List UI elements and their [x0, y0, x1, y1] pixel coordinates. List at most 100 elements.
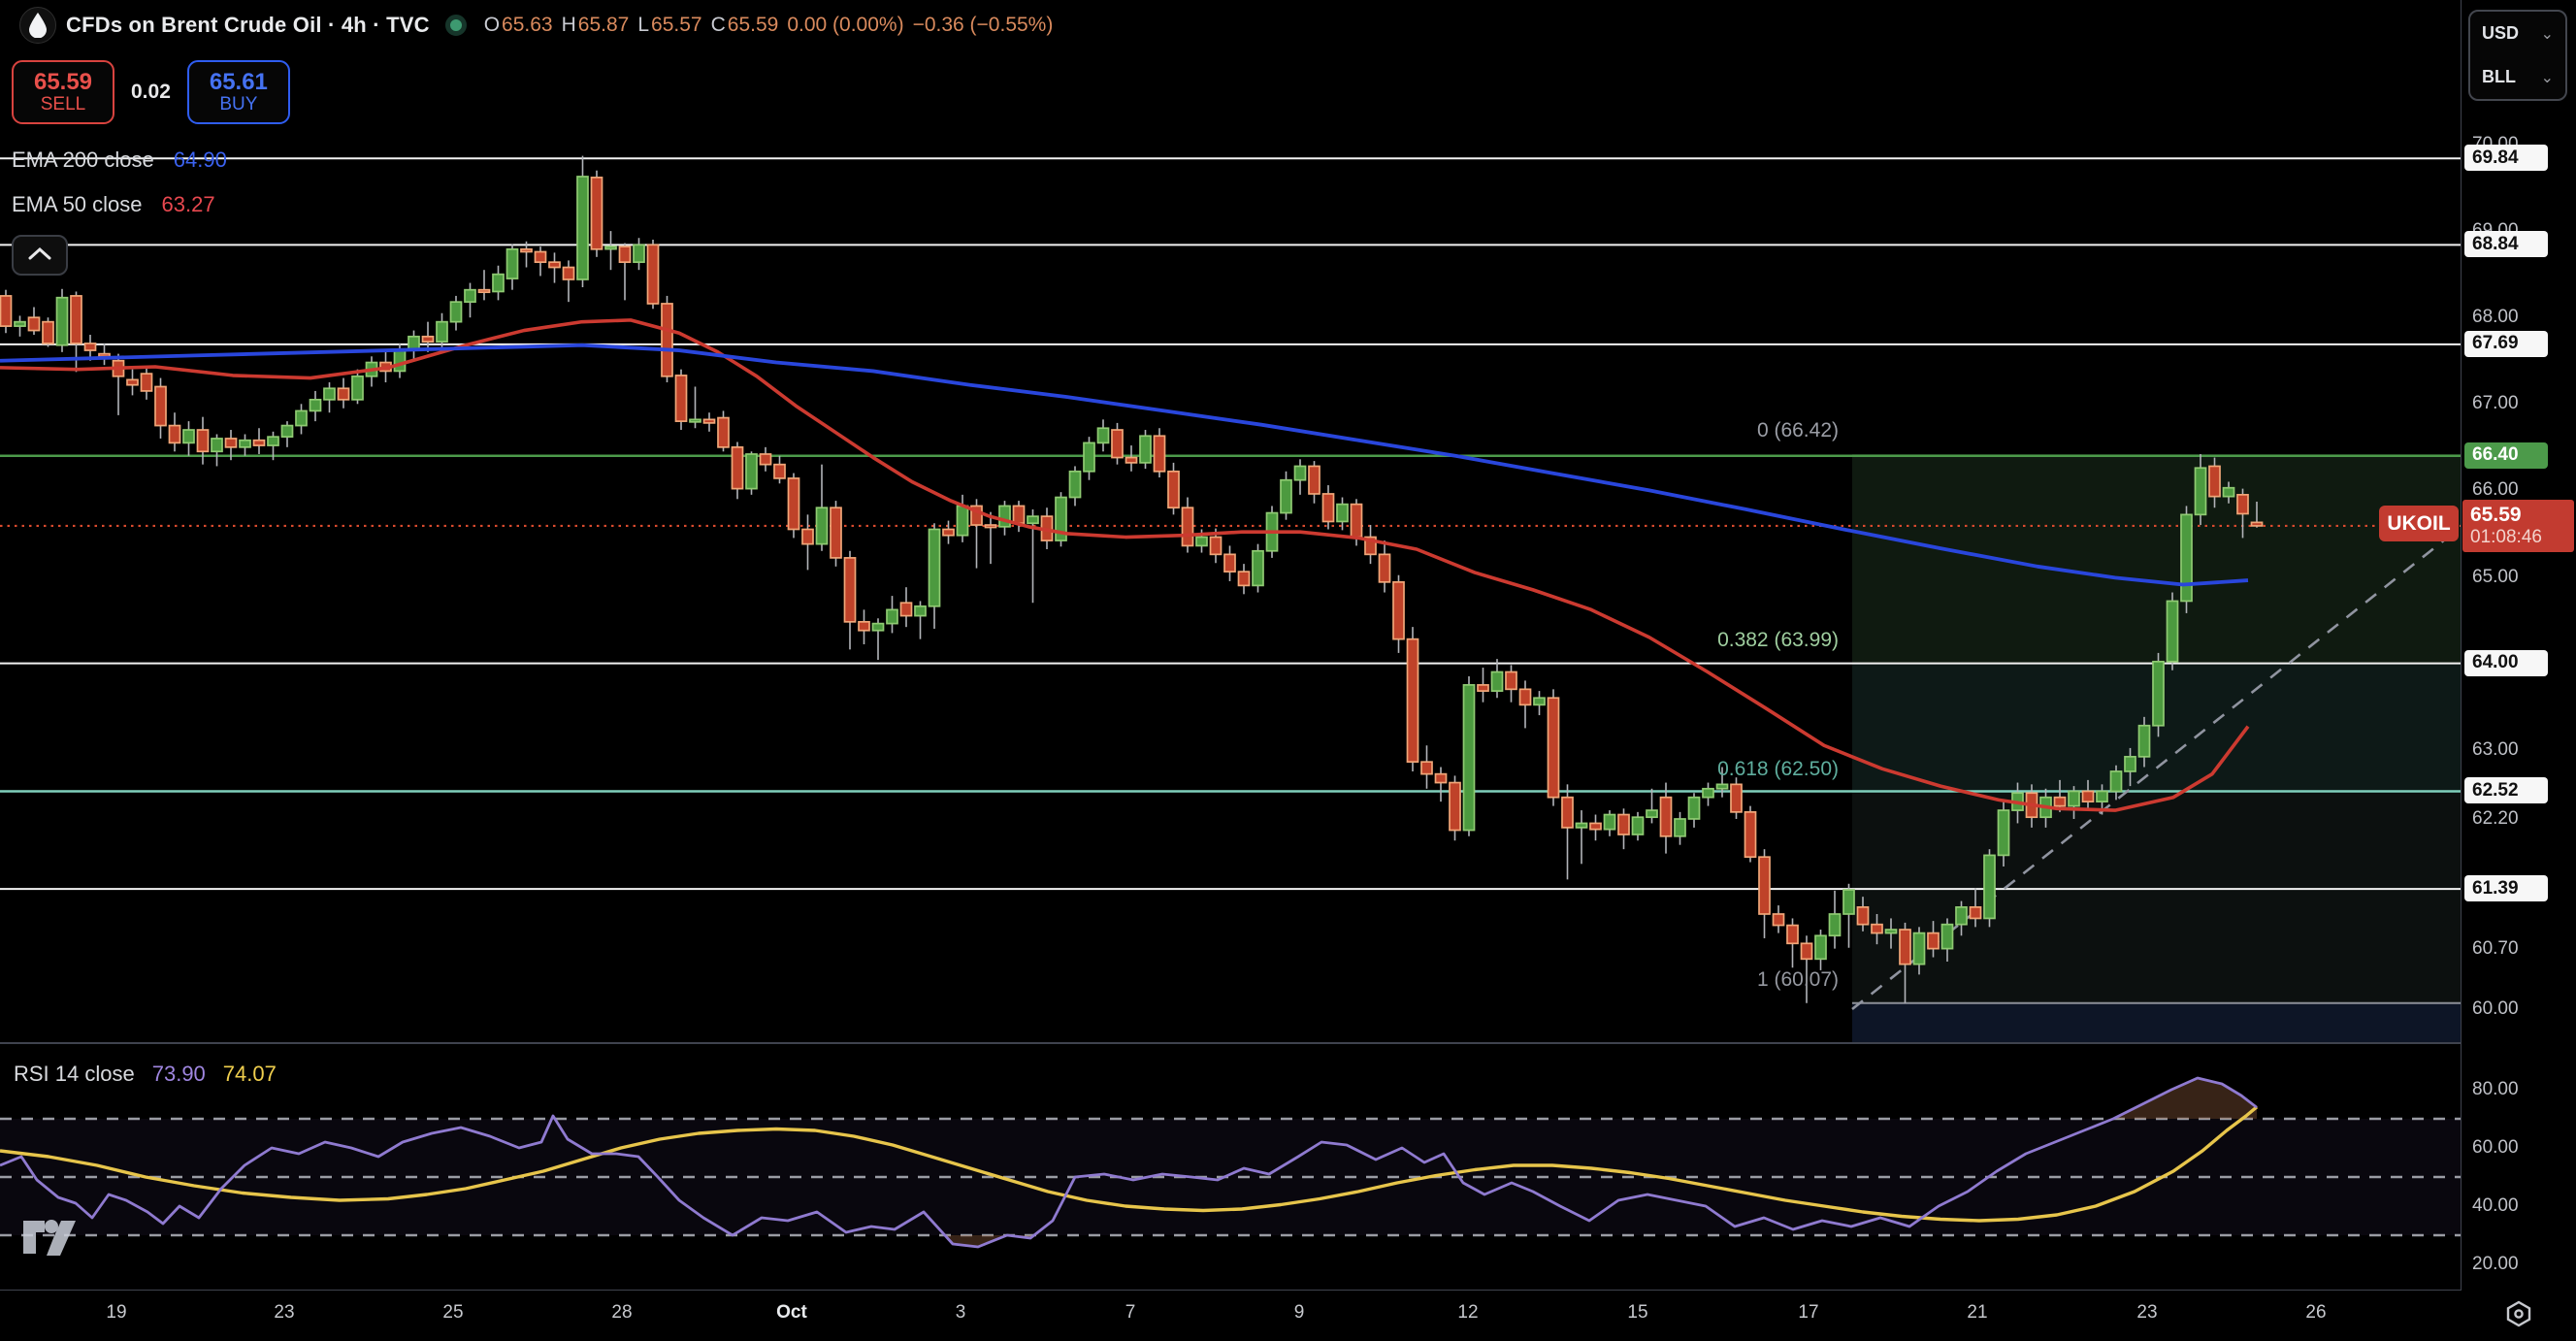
- level-badge-61.39: 61.39: [2464, 875, 2548, 902]
- rsi-value: 73.90: [151, 1062, 206, 1086]
- symbol-title[interactable]: CFDs on Brent Crude Oil · 4h · TVC: [66, 13, 430, 37]
- candle-body-down: [899, 602, 913, 617]
- price-axis[interactable]: USD ⌄ BLL ⌄ 70.0069.0068.0067.0066.0065.…: [2462, 0, 2576, 1341]
- candle-body-down: [942, 528, 955, 537]
- collapse-legend-button[interactable]: [12, 235, 68, 276]
- candle-body-down: [674, 375, 688, 422]
- candle-body-down: [1111, 429, 1124, 459]
- candle-body-down: [1871, 923, 1883, 934]
- candle-body-up: [55, 296, 69, 346]
- market-status-icon: [444, 15, 467, 36]
- candle-body-up: [1674, 818, 1686, 837]
- candle-body-up: [928, 528, 941, 607]
- price-tick-68.00: 68.00: [2472, 307, 2519, 328]
- candle-body-up: [211, 438, 223, 453]
- chevron-down-icon: ⌄: [2540, 25, 2554, 43]
- candle-body-up: [1533, 697, 1546, 706]
- candle-body-up: [492, 273, 505, 293]
- price-tick-67.00: 67.00: [2472, 393, 2519, 414]
- candle-body-down: [1561, 796, 1574, 829]
- candle-body-up: [280, 424, 294, 439]
- sell-button[interactable]: 65.59 SELL: [12, 60, 114, 124]
- candle-body-up: [1068, 470, 1082, 499]
- candle-body-up: [633, 244, 645, 264]
- candle-body-up: [1955, 906, 1968, 926]
- currency-selector[interactable]: USD ⌄: [2470, 12, 2565, 55]
- legend-row-ema200[interactable]: EMA 200 close 64.90: [12, 147, 227, 173]
- buy-button[interactable]: 65.61 BUY: [186, 60, 290, 124]
- candle-body-up: [2137, 724, 2151, 758]
- candle-body-up: [1687, 796, 1701, 820]
- time-tick-19: 19: [106, 1302, 127, 1323]
- candle-body-down: [337, 387, 350, 401]
- time-tick-25: 25: [442, 1302, 464, 1323]
- fib-zone: [1852, 1002, 2462, 1043]
- candle-body-down: [830, 507, 842, 559]
- candle-body-up: [1940, 923, 1954, 950]
- candle-body-up: [1814, 934, 1827, 961]
- candle-body-down: [1730, 783, 1743, 813]
- time-tick-Oct: Oct: [776, 1302, 807, 1323]
- rsi-tick-60.00: 60.00: [2472, 1137, 2519, 1158]
- chevron-up-icon: [28, 246, 51, 265]
- candle-body-down: [1167, 470, 1180, 509]
- candle-body-down: [717, 416, 730, 448]
- legend-row-ema50[interactable]: EMA 50 close 63.27: [12, 192, 215, 217]
- candle-body-down: [534, 250, 547, 264]
- candle-body-up: [2166, 600, 2179, 663]
- candle-body-up: [1055, 496, 1067, 541]
- candle-body-up: [1027, 515, 1039, 525]
- close-label: C: [710, 14, 726, 36]
- time-axis[interactable]: 19 23 25 28 Oct 3 7 9 12 15 17 21 23 26: [0, 1291, 2462, 1341]
- ohlc-row: O 65.63 H 65.87 L 65.57 C 65.59 0.00 (0.00%)…: [484, 14, 1054, 37]
- legend-row-rsi[interactable]: RSI 14 close 73.90 74.07: [14, 1062, 277, 1087]
- candle-body-up: [1983, 854, 1996, 920]
- candle-body-up: [449, 301, 463, 323]
- rsi-overbought-fill: [2113, 1078, 2257, 1119]
- candle-body-down: [520, 247, 533, 253]
- rsi-tick-40.00: 40.00: [2472, 1195, 2519, 1216]
- candle-body-down: [1392, 580, 1405, 640]
- candle-body-up: [956, 505, 969, 537]
- candle-body-down: [1758, 856, 1771, 915]
- candle-body-up: [1252, 549, 1264, 587]
- ema50-name: EMA 50 close: [12, 192, 143, 216]
- candle-body-up: [576, 176, 589, 280]
- fib-label-62.5: 0.618 (62.50): [1717, 758, 1839, 781]
- settings-hexagon-icon[interactable]: [2503, 1298, 2534, 1334]
- candle-body-up: [2180, 513, 2193, 603]
- candle-body-down: [168, 424, 181, 444]
- candle-body-up: [393, 349, 407, 373]
- candle-body-up: [2222, 486, 2235, 498]
- candle-body-down: [196, 429, 210, 453]
- chevron-down-icon: ⌄: [2540, 69, 2554, 86]
- fib-zone: [1852, 453, 2462, 665]
- last-price-value: 65.59: [2470, 504, 2522, 527]
- level-badge-67.69: 67.69: [2464, 330, 2548, 357]
- ema200-value: 64.90: [173, 147, 227, 172]
- session-change-value: −0.36 (−0.55%): [912, 14, 1054, 36]
- bar-countdown: 01:08:46: [2470, 526, 2542, 547]
- candle-body-down: [1477, 684, 1489, 692]
- price-tick-65.00: 65.00: [2472, 566, 2519, 587]
- candle-body-down: [646, 244, 660, 305]
- candle-body-down: [421, 335, 435, 343]
- candle-body-down: [1321, 493, 1335, 523]
- candle-body-up: [1490, 670, 1504, 692]
- price-tick-60.70: 60.70: [2472, 937, 2519, 959]
- time-tick-7: 7: [1125, 1302, 1136, 1323]
- candle-body-up: [871, 622, 885, 632]
- buy-label: BUY: [219, 94, 258, 115]
- candle-body-up: [1828, 913, 1842, 937]
- fib-zone: [1852, 793, 2462, 1003]
- candle-body-up: [1462, 684, 1476, 832]
- candle-body-up: [1280, 478, 1292, 514]
- rsi-tick-20.00: 20.00: [2472, 1254, 2519, 1274]
- tradingview-logo-watermark[interactable]: [21, 1211, 78, 1262]
- candle-body-down: [83, 343, 97, 351]
- candle-body-down: [2081, 790, 2095, 803]
- unit-selector[interactable]: BLL ⌄: [2470, 55, 2565, 99]
- candle-body-up: [309, 398, 322, 412]
- price-tick-63.00: 63.00: [2472, 738, 2519, 760]
